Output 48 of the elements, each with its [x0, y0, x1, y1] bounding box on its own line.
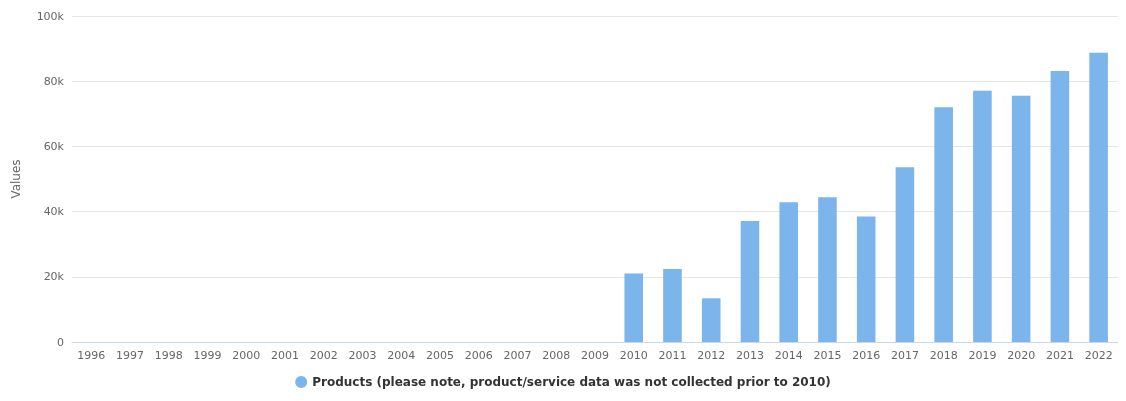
- x-tick-label: 2020: [1007, 349, 1036, 362]
- x-tick-label: 2009: [581, 349, 609, 362]
- bar: [1089, 52, 1108, 342]
- bar: [663, 268, 682, 342]
- x-tick-label: 2006: [464, 349, 493, 362]
- x-tick-label: 2007: [503, 349, 532, 362]
- x-tick-label: 2005: [426, 349, 455, 362]
- x-tick-label: 2002: [309, 349, 338, 362]
- x-tick-label: 2019: [968, 349, 997, 362]
- bar: [1011, 95, 1031, 342]
- x-tick-label: 2015: [813, 349, 842, 362]
- x-tick-label: 2013: [735, 349, 764, 362]
- bar: [624, 273, 644, 342]
- legend-label: Products (please note, product/service data was not collected prior to 2010): [312, 375, 831, 389]
- x-tick-label: 2010: [619, 349, 648, 362]
- x-tick-label: 2017: [890, 349, 919, 362]
- x-tick-label: 1998: [154, 349, 183, 362]
- bar: [818, 197, 837, 342]
- bar: [856, 216, 876, 342]
- x-tick-label: 1996: [77, 349, 106, 362]
- bar: [934, 107, 953, 342]
- bar: [740, 221, 760, 342]
- x-tick-label: 2021: [1045, 349, 1074, 362]
- x-tick-label: 2018: [929, 349, 958, 362]
- x-tick-label: 2001: [271, 349, 300, 362]
- bar: [701, 298, 721, 342]
- x-tick-label: 1997: [116, 349, 145, 362]
- y-tick-label: 40k: [43, 205, 65, 219]
- y-axis-title: Values: [9, 159, 23, 199]
- bar: [895, 167, 915, 342]
- y-tick-label: 0: [57, 335, 64, 349]
- x-tick-label: 1999: [193, 349, 222, 362]
- bar: [1050, 71, 1070, 342]
- x-tick-label: 2008: [542, 349, 571, 362]
- y-tick-label: 80k: [43, 74, 65, 88]
- x-tick-label: 2022: [1084, 349, 1113, 362]
- bar: [973, 90, 992, 342]
- x-tick-label: 2004: [387, 349, 416, 362]
- x-tick-label: 2014: [774, 349, 803, 362]
- bar: [779, 202, 798, 342]
- y-tick-label: 20k: [43, 270, 65, 284]
- x-tick-label: 2011: [658, 349, 687, 362]
- x-tick-label: 2016: [852, 349, 881, 362]
- x-tick-label: 2012: [697, 349, 726, 362]
- x-tick-label: 2000: [232, 349, 261, 362]
- y-tick-label: 100k: [36, 9, 65, 23]
- x-tick-label: 2003: [348, 349, 377, 362]
- y-tick-label: 60k: [43, 139, 65, 153]
